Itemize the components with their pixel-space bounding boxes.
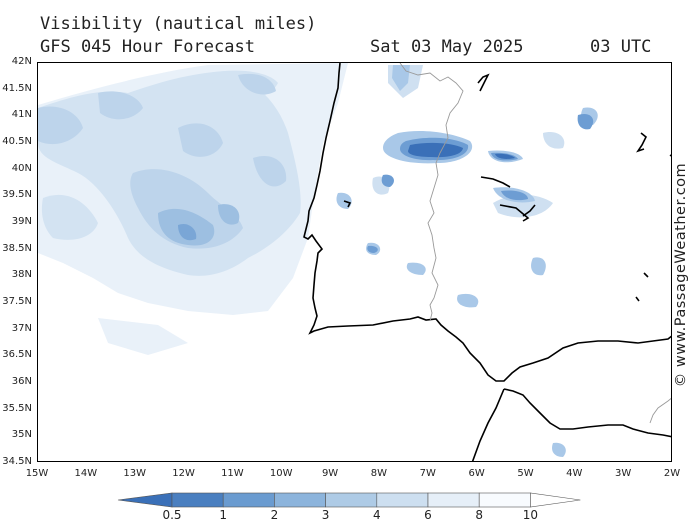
lon-tick-label: 4W bbox=[566, 468, 583, 479]
legend-label: 4 bbox=[372, 508, 381, 522]
lat-tick-label: 39N bbox=[11, 216, 32, 227]
lat-tick-label: 41N bbox=[11, 109, 32, 121]
legend-label: 10 bbox=[522, 508, 539, 522]
lon-tick-label: 9W bbox=[321, 468, 339, 479]
visibility-map bbox=[38, 63, 671, 461]
legend-swatch bbox=[376, 492, 429, 508]
legend-label: 2 bbox=[270, 508, 279, 522]
lon-tick-label: 12W bbox=[172, 468, 195, 479]
legend-label: 3 bbox=[321, 508, 330, 522]
lat-tick-label: 38.5N bbox=[2, 242, 32, 254]
lon-tick-label: 5W bbox=[517, 468, 534, 479]
lon-tick-label: 14W bbox=[74, 468, 98, 479]
legend-swatch bbox=[325, 492, 378, 508]
copyright-credit: © www.PassageWeather.com bbox=[673, 162, 689, 388]
legend-swatch bbox=[222, 492, 275, 508]
map-panel bbox=[37, 62, 672, 462]
forecast-label: GFS 045 Hour Forecast bbox=[40, 37, 255, 57]
lat-tick-label: 34.5N bbox=[2, 456, 32, 467]
lat-tick-label: 42N bbox=[11, 56, 32, 67]
visibility-legend-colorbar bbox=[117, 492, 581, 508]
lon-tick-label: 7W bbox=[419, 468, 436, 479]
legend-label: 8 bbox=[475, 508, 483, 522]
lon-tick-label: 11W bbox=[221, 468, 244, 479]
forecast-date: Sat 03 May 2025 bbox=[370, 37, 524, 57]
lat-tick-label: 38N bbox=[11, 269, 32, 281]
lat-tick-label: 39.5N bbox=[2, 189, 32, 201]
forecast-time: 03 UTC bbox=[590, 37, 652, 57]
lat-tick-label: 35.5N bbox=[2, 402, 32, 414]
lat-tick-label: 41.5N bbox=[2, 82, 32, 94]
lat-tick-label: 40.5N bbox=[2, 136, 32, 147]
lon-tick-label: 2W bbox=[663, 468, 681, 479]
country-borders bbox=[399, 63, 671, 424]
legend-label: 1 bbox=[219, 508, 227, 522]
lon-tick-label: 8W bbox=[370, 468, 388, 479]
lon-tick-label: 6W bbox=[468, 468, 485, 479]
legend-label: 6 bbox=[424, 508, 432, 522]
lat-tick-label: 40N bbox=[11, 162, 32, 174]
legend-arrow-low bbox=[117, 492, 173, 508]
map-title: Visibility (nautical miles) bbox=[40, 14, 317, 34]
legend-label: 0.5 bbox=[162, 508, 182, 522]
lat-tick-label: 36.5N bbox=[2, 349, 32, 361]
visibility-shading bbox=[38, 63, 598, 457]
lon-tick-label: 15W bbox=[25, 468, 49, 479]
lat-tick-label: 37N bbox=[11, 322, 32, 334]
lon-tick-label: 10W bbox=[269, 468, 293, 479]
lat-tick-label: 37.5N bbox=[2, 296, 32, 307]
legend-swatch bbox=[274, 492, 326, 508]
legend-swatch bbox=[478, 492, 531, 508]
lon-tick-label: 3W bbox=[615, 468, 632, 479]
legend-arrow-high bbox=[530, 492, 581, 508]
legend-swatch bbox=[427, 492, 480, 508]
coastline bbox=[303, 63, 671, 461]
lat-tick-label: 35N bbox=[11, 429, 32, 441]
lon-tick-label: 13W bbox=[123, 468, 146, 479]
lat-tick-label: 36N bbox=[11, 376, 32, 387]
legend-swatch bbox=[171, 492, 224, 508]
